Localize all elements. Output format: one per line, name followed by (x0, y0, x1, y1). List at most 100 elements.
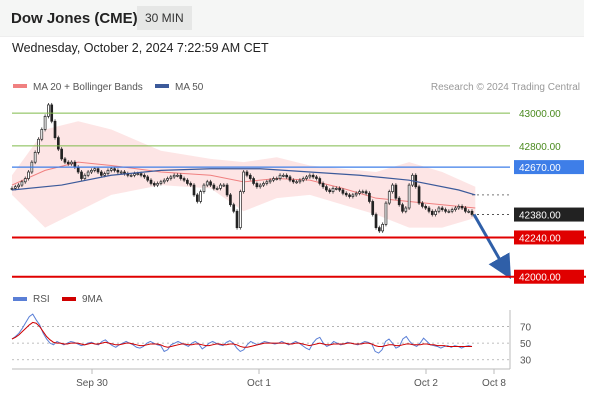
candle (331, 186, 335, 194)
candle-body-down (76, 166, 80, 173)
candle-body-down (364, 191, 368, 194)
candle-body-down (417, 186, 421, 204)
candle (427, 206, 431, 214)
level-label-last: 42380.00 (519, 211, 561, 222)
candle-body-up (176, 174, 179, 177)
candle (56, 135, 60, 152)
candle-body-up (159, 181, 163, 184)
rsi-plot-area: 70 50 30 (11, 313, 532, 367)
candle (159, 179, 163, 186)
candle-body-down (348, 194, 351, 197)
interval-selector[interactable]: 30 MIN (137, 6, 192, 30)
candle (70, 160, 73, 166)
rsi-ma-line (11, 321, 472, 348)
level-label-box-pivot (514, 160, 584, 175)
candle-body-down (285, 174, 289, 178)
candle (93, 166, 97, 173)
candle-body-up (295, 181, 298, 184)
forecast-arrow (472, 213, 511, 280)
main-legend: MA 20 + Bollinger Bands MA 50 (13, 82, 204, 93)
candle-body-down (96, 168, 100, 173)
ma20-line (11, 161, 476, 209)
candle (149, 178, 153, 186)
candle (162, 178, 166, 184)
candle (268, 178, 272, 184)
candle-body-up (90, 170, 93, 173)
level-label-resistance: 43000.00 (519, 109, 561, 120)
candle-body-down (186, 179, 189, 184)
candle-body-down (252, 178, 255, 184)
candle (27, 170, 30, 181)
candle-body-up (86, 171, 90, 176)
candle-body-up (93, 168, 97, 171)
candle-body-up (334, 188, 338, 190)
candle (23, 176, 27, 184)
candle-body-down (212, 184, 216, 189)
candle (401, 202, 404, 214)
candle (222, 183, 226, 188)
candle-body-down (440, 207, 444, 210)
candle (116, 168, 120, 174)
candle (239, 189, 242, 230)
candle (338, 186, 341, 192)
candle-body-up (27, 171, 30, 179)
legend-label-bollinger: MA 20 + Bollinger Bands (33, 82, 143, 93)
research-credit: Research © 2024 Trading Central (431, 82, 580, 93)
candle (444, 207, 447, 214)
candle-body-down (182, 178, 186, 181)
candle (172, 173, 176, 179)
candle-body-down (321, 183, 325, 188)
candle-body-down (341, 189, 345, 194)
candle (334, 186, 338, 191)
candle-body-down (318, 178, 322, 184)
legend-label-rsi-ma: 9MA (82, 294, 103, 305)
candle (321, 181, 325, 189)
candle-body-up (103, 173, 106, 176)
candle-body-up (205, 181, 209, 186)
candle-body-down (179, 174, 183, 179)
candle (391, 183, 394, 194)
candle-body-up (282, 174, 285, 177)
candle-body-up (278, 174, 282, 179)
candle-body-up (33, 152, 37, 163)
candle-body-down (60, 148, 63, 160)
rsi-tick-label: 70 (520, 323, 532, 334)
candle (291, 178, 295, 184)
candle (298, 178, 302, 184)
candle (43, 114, 47, 132)
candle-body-down (195, 194, 199, 202)
candle-body-up (202, 184, 206, 192)
candle (192, 183, 196, 197)
candle (20, 179, 24, 188)
candle (301, 176, 305, 183)
candle-body-up (162, 179, 166, 183)
candle-body-up (199, 191, 202, 202)
candle (328, 188, 332, 194)
candle (318, 176, 322, 186)
candle-body-up (219, 184, 222, 189)
x-tick-label: Oct 8 (482, 378, 506, 389)
candle (381, 222, 384, 233)
candle (248, 173, 252, 181)
candle (364, 189, 368, 196)
candle (325, 184, 328, 192)
x-axis-ticks: Sep 30 Oct 1 Oct 2 Oct 8 (76, 369, 506, 389)
candle-body-down (427, 207, 431, 212)
candle-body-up (354, 192, 358, 196)
candle-body-up (404, 207, 408, 212)
candle-body-up (222, 184, 226, 187)
candle (245, 170, 249, 178)
candle (460, 204, 464, 210)
x-tick-label: Oct 2 (414, 378, 438, 389)
candle (63, 156, 67, 165)
candle (454, 206, 457, 212)
candle (440, 206, 444, 212)
candle (176, 173, 179, 178)
candle-body-up (136, 173, 140, 175)
candle-body-up (70, 161, 73, 165)
candle (354, 191, 358, 197)
main-plot-area (10, 102, 511, 280)
candle (202, 183, 206, 194)
candle-body-up (301, 178, 305, 181)
